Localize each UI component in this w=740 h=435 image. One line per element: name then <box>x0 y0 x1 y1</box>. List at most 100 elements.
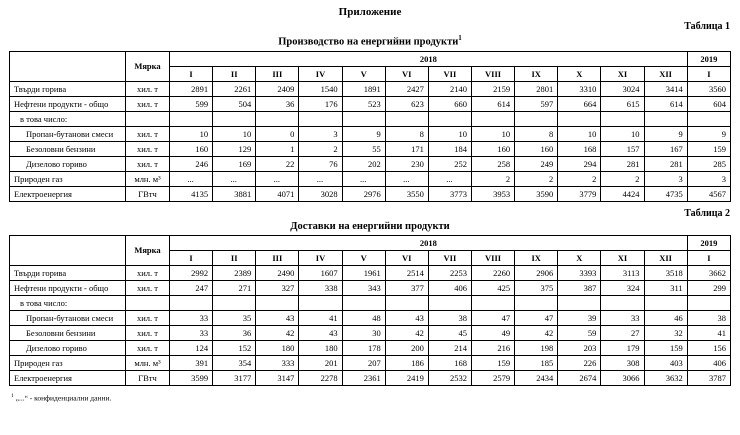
value-cell: 10 <box>470 125 516 142</box>
value-cell: 406 <box>686 354 732 371</box>
value-cell <box>686 110 732 127</box>
value-cell: 201 <box>298 354 343 371</box>
table-row: Пропан-бутанови смеси хил. т 33 35 43 41 48 43 3… <box>9 309 732 326</box>
row-label: Дизелово гориво <box>9 339 126 356</box>
month-header: I <box>168 249 214 266</box>
value-cell: 2891 <box>168 80 214 97</box>
table-row: Нефтени продукти - общо хил. т 599 504 36 176… <box>9 95 732 112</box>
row-label: Безоловни бензини <box>9 140 126 157</box>
month-header: IV <box>298 249 343 266</box>
value-cell <box>298 110 343 127</box>
value-cell: 47 <box>470 309 516 326</box>
unit-cell: млн. м³ <box>125 170 170 187</box>
value-cell <box>643 294 688 311</box>
row-label: Пропан-бутанови смеси <box>9 125 126 142</box>
month-header: IX <box>514 249 559 266</box>
month-header: VII <box>427 249 472 266</box>
value-cell: 42 <box>514 324 559 341</box>
value-cell: 207 <box>341 354 386 371</box>
value-cell: 2490 <box>255 264 300 281</box>
value-cell: 3953 <box>470 185 516 202</box>
value-cell: 425 <box>470 279 516 296</box>
month-header: VI <box>384 249 429 266</box>
value-cell: 285 <box>686 155 732 172</box>
value-cell: 1891 <box>341 80 386 97</box>
value-cell: 333 <box>255 354 300 371</box>
unit-cell <box>125 294 170 311</box>
unit-cell <box>125 110 170 127</box>
value-cell: 129 <box>212 140 257 157</box>
value-cell: 124 <box>168 339 214 356</box>
row-label: Безоловни бензини <box>9 324 126 341</box>
value-cell: 281 <box>643 155 688 172</box>
value-cell: 41 <box>686 324 732 341</box>
value-cell: 324 <box>600 279 645 296</box>
value-cell: 180 <box>255 339 300 356</box>
value-cell: 3773 <box>427 185 472 202</box>
row-label: Нефтени продукти - общо <box>9 95 126 112</box>
month-header-row: I II III IV V VI VII VIII IX X XI XII I <box>10 249 732 266</box>
value-cell: ... <box>298 170 343 187</box>
value-cell: 39 <box>557 309 602 326</box>
table2-title: Доставки на енергийни продукти <box>9 221 731 232</box>
value-cell: 4135 <box>168 185 214 202</box>
unit-cell: хил. т <box>125 95 170 112</box>
unit-cell: хил. т <box>125 155 170 172</box>
value-cell <box>643 110 688 127</box>
value-cell: 10 <box>168 125 214 142</box>
value-cell: 157 <box>600 140 645 157</box>
table-row: Безоловни бензини хил. т 33 36 42 43 30 42 45 49 4… <box>9 324 732 341</box>
value-cell: 3787 <box>686 369 732 386</box>
value-cell: 2260 <box>470 264 516 281</box>
table-row: Дизелово гориво хил. т 246 169 22 76 202 230 252… <box>9 155 732 172</box>
value-cell <box>255 294 300 311</box>
value-cell: 1961 <box>341 264 386 281</box>
value-cell: ... <box>384 170 429 187</box>
value-cell: 375 <box>514 279 559 296</box>
value-cell: 3066 <box>600 369 645 386</box>
table-row: Твърди горива хил. т 2992 2389 2490 1607 1961 2… <box>9 264 732 281</box>
value-cell: 46 <box>643 309 688 326</box>
month-header: V <box>341 249 386 266</box>
value-cell: 3662 <box>686 264 732 281</box>
value-cell: 32 <box>643 324 688 341</box>
value-cell: 226 <box>557 354 602 371</box>
value-cell: 159 <box>470 354 516 371</box>
month-header: XI <box>600 249 645 266</box>
value-cell: 281 <box>600 155 645 172</box>
value-cell <box>384 110 429 127</box>
row-label: Електроенергия <box>9 369 126 386</box>
value-cell <box>168 294 214 311</box>
value-cell: 10 <box>600 125 645 142</box>
value-cell: 178 <box>341 339 386 356</box>
month-header: XI <box>600 65 645 82</box>
page-title: Приложение <box>338 6 402 18</box>
table2-title-text: Доставки на енергийни продукти <box>290 220 450 232</box>
value-cell: 354 <box>212 354 257 371</box>
value-cell: 38 <box>686 309 732 326</box>
month-header: X <box>557 65 602 82</box>
value-cell: 33 <box>600 309 645 326</box>
value-cell <box>600 110 645 127</box>
value-cell: ... <box>168 170 214 187</box>
value-cell <box>168 110 214 127</box>
year-2019-header: 2019 <box>686 50 732 67</box>
value-cell: 43 <box>298 324 343 341</box>
value-cell: 8 <box>384 125 429 142</box>
value-cell: 3 <box>686 170 732 187</box>
value-cell <box>212 294 257 311</box>
table-row: Нефтени продукти - общо хил. т 247 271 327 33… <box>9 279 732 296</box>
value-cell: 308 <box>600 354 645 371</box>
year-2018-header: 2018 <box>169 50 688 67</box>
value-cell: 3590 <box>514 185 559 202</box>
row-label: Електроенергия <box>9 185 126 202</box>
value-cell <box>557 294 602 311</box>
value-cell: 4424 <box>600 185 645 202</box>
value-cell: 4735 <box>643 185 688 202</box>
value-cell: 2976 <box>341 185 386 202</box>
value-cell: 1 <box>255 140 300 157</box>
value-cell: 159 <box>643 339 688 356</box>
value-cell: 2159 <box>470 80 516 97</box>
value-cell: 3393 <box>557 264 602 281</box>
row-label: Твърди горива <box>9 80 126 97</box>
